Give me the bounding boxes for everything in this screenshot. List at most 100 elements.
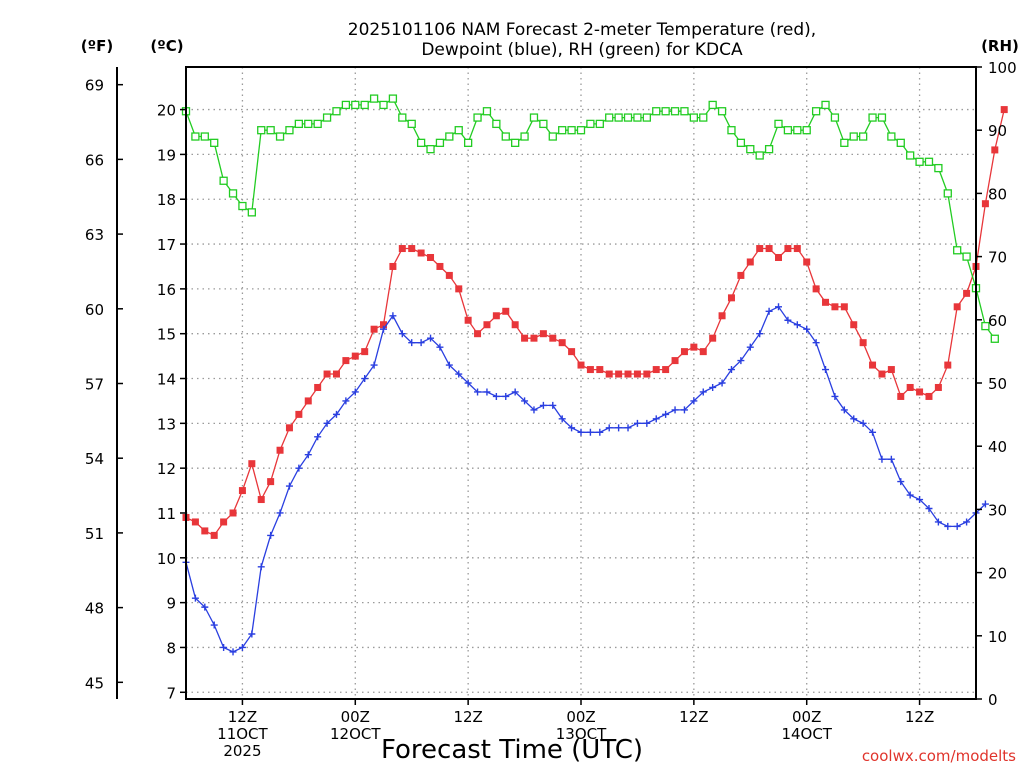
temperature-point xyxy=(267,478,275,486)
dewpoint-point xyxy=(539,401,547,409)
temperature-point xyxy=(991,146,999,154)
dewpoint-point xyxy=(718,379,726,387)
c-tick-label: 20 xyxy=(157,102,176,120)
rh-point xyxy=(275,132,285,141)
f-tick-label: 48 xyxy=(85,600,104,618)
axes-layer: 7 8 9 10 11 12 13 14 15 16 17 18 19 20 45 48 51 54 57 60 63 6… xyxy=(85,59,1017,760)
temperature-point xyxy=(624,370,632,378)
temperature-point xyxy=(370,325,378,333)
rh-point xyxy=(511,138,520,147)
temperature-point xyxy=(916,388,924,396)
c-tick-label: 17 xyxy=(157,236,176,254)
dewpoint-point xyxy=(427,334,435,342)
temperature-point xyxy=(709,334,717,342)
c-tick-label: 14 xyxy=(157,371,176,389)
dewpoint-point xyxy=(859,419,867,427)
series-layer xyxy=(181,94,1008,656)
rh-point xyxy=(953,246,962,255)
x-axis-label: Forecast Time (UTC) xyxy=(381,735,643,765)
rh-point xyxy=(473,113,482,122)
dewpoint-point xyxy=(624,424,632,432)
rh-point xyxy=(501,132,510,141)
dewpoint-point xyxy=(436,343,444,351)
rh-point xyxy=(341,100,351,110)
temperature-point xyxy=(229,509,237,517)
x-tick-label: 12Z xyxy=(679,708,708,726)
dewpoint-point xyxy=(285,482,293,490)
temperature-line xyxy=(185,109,1005,537)
temperature-point xyxy=(586,366,594,374)
dewpoint-point xyxy=(803,325,811,333)
temperature-point xyxy=(605,370,613,378)
temperature-point xyxy=(746,258,754,266)
x-tick-label: 12OCT xyxy=(330,725,381,743)
rh-point xyxy=(717,107,727,116)
rh-point xyxy=(520,132,529,141)
dewpoint-point xyxy=(680,406,688,414)
dewpoint-point xyxy=(380,325,387,333)
temperature-point xyxy=(276,446,284,454)
dewpoint-point xyxy=(652,415,660,423)
temperature-point xyxy=(351,352,359,360)
dewpoint-point xyxy=(596,428,604,436)
rh-point xyxy=(435,138,445,147)
rh-point xyxy=(858,132,868,141)
f-unit-label: (ºF) xyxy=(81,37,113,55)
rh-point xyxy=(943,189,952,198)
x-tick-label: 12Z xyxy=(905,708,934,726)
dewpoint-point xyxy=(869,428,877,436)
dewpoint-point xyxy=(191,594,199,602)
c-tick-label: 8 xyxy=(166,639,176,657)
c-tick-label: 11 xyxy=(157,505,176,523)
rh-point xyxy=(247,208,256,217)
temperature-point xyxy=(257,496,265,504)
c-tick-label: 19 xyxy=(157,146,176,164)
chart-title-line-2: Dewpoint (blue), RH (green) for KDCA xyxy=(421,40,743,60)
c-tick-label: 9 xyxy=(166,595,176,613)
f-tick-label: 63 xyxy=(85,226,104,244)
rh-point xyxy=(793,126,802,135)
rh-point xyxy=(595,119,604,129)
dewpoint-point xyxy=(530,406,538,414)
rh-tick-label: 60 xyxy=(988,312,1007,330)
dewpoint-point xyxy=(812,339,820,347)
temperature-point xyxy=(549,334,557,342)
dewpoint-point xyxy=(314,433,322,441)
dewpoint-point xyxy=(690,397,698,405)
temperature-point xyxy=(314,383,322,391)
x-tick-label: 11OCT xyxy=(217,725,268,743)
dewpoint-point xyxy=(361,375,369,383)
rh-point xyxy=(586,119,595,129)
f-tick-label: 45 xyxy=(85,674,104,692)
temperature-point xyxy=(831,303,839,311)
dewpoint-point xyxy=(295,464,303,472)
rh-point xyxy=(830,113,840,122)
temperature-point xyxy=(238,487,246,495)
rh-point xyxy=(313,119,322,129)
temperature-point xyxy=(615,370,623,378)
dewpoint-point xyxy=(916,496,924,504)
dewpoint-point xyxy=(981,500,989,508)
dewpoint-point xyxy=(455,370,463,378)
dewpoint-point xyxy=(633,419,641,427)
rh-point xyxy=(868,113,877,122)
temperature-point xyxy=(906,383,914,391)
rh-point xyxy=(332,107,341,116)
temperature-point xyxy=(934,383,942,391)
rh-point xyxy=(755,151,764,160)
temperature-point xyxy=(859,339,867,347)
dewpoint-point xyxy=(201,603,209,611)
f-tick-label: 60 xyxy=(85,301,104,319)
temperature-point xyxy=(803,258,811,266)
dewpoint-point xyxy=(474,388,482,396)
dewpoint-point xyxy=(408,339,416,347)
dewpoint-point xyxy=(925,505,933,513)
dewpoint-point xyxy=(220,643,228,651)
dewpoint-point xyxy=(887,455,895,463)
rh-point xyxy=(238,201,247,211)
dewpoint-point xyxy=(944,522,952,530)
dewpoint-point xyxy=(276,509,284,517)
temperature-point xyxy=(1000,106,1008,114)
temperature-point xyxy=(756,245,764,253)
temperature-point xyxy=(680,348,688,356)
